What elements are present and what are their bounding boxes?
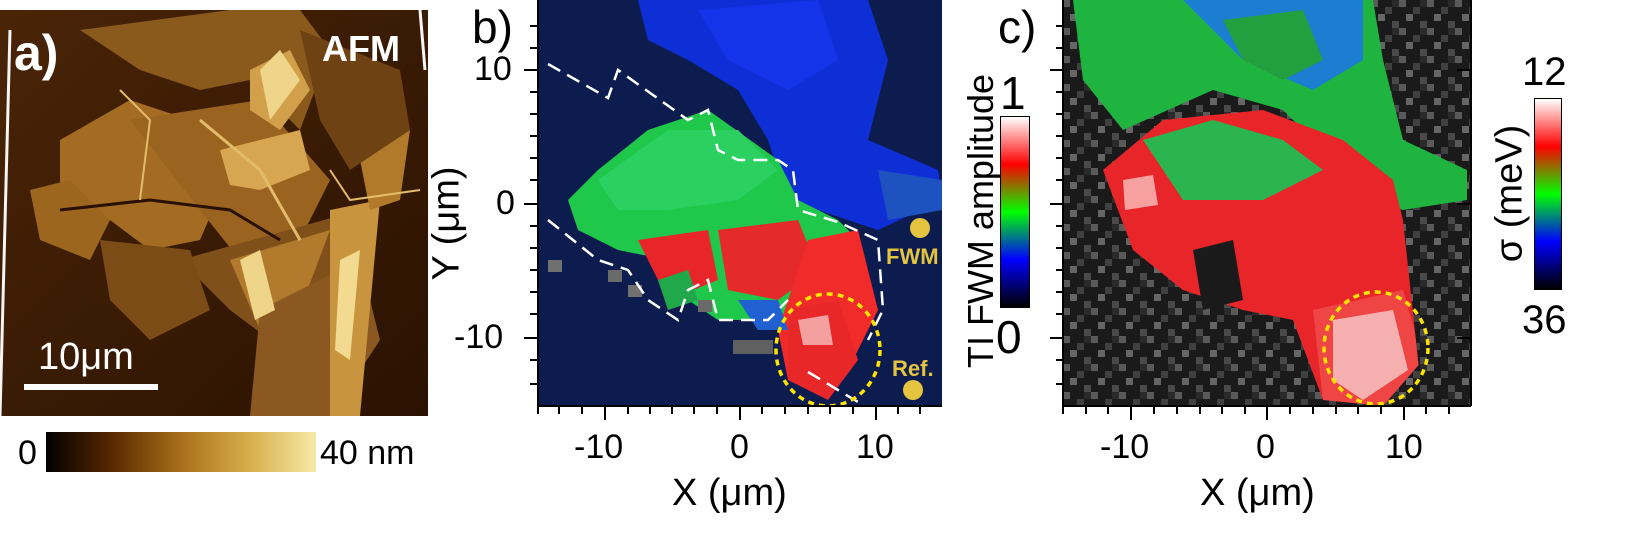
fwm-colorbar-max-label: 1 (1000, 67, 1026, 119)
panel-b-xtick: 10 (856, 428, 894, 466)
panel-c-label: c) (998, 1, 1037, 53)
panel-c-xtick: 0 (1256, 428, 1275, 466)
panel-c-xtick: 10 (1385, 428, 1423, 466)
afm-colorbar-max-label: 40 nm (320, 434, 415, 472)
scale-bar-label: 10μm (38, 336, 134, 378)
sigma-colorbar-title: σ (meV) (1488, 124, 1531, 263)
scale-bar (24, 384, 158, 390)
sigma-colorbar-top-label: 12 (1522, 50, 1567, 94)
panel-b-xtick: -10 (574, 428, 624, 466)
afm-colorbar (46, 432, 316, 472)
panel-b-ytick: 10 (474, 50, 512, 88)
panel-a-label: a) (14, 25, 59, 81)
sigma-colorbar (1534, 98, 1562, 290)
fwm-map-drawing (538, 0, 942, 406)
panel-b-xtick: 0 (730, 428, 749, 466)
afm-badge: AFM (322, 28, 400, 69)
sigma-map (1063, 0, 1471, 406)
panel-c-axes (1050, 0, 1472, 420)
fwm-colorbar-min-label: 0 (996, 311, 1022, 363)
sigma-colorbar-bottom-label: 36 (1522, 298, 1567, 342)
panel-b-label: b) (472, 1, 513, 53)
panel-c-xlabel: X (μm) (1200, 472, 1315, 514)
sigma-map-drawing (1063, 0, 1471, 406)
panel-b-ytick: -10 (454, 318, 504, 356)
panel-b-axes (524, 0, 942, 420)
panel-b-xlabel: X (μm) (672, 472, 787, 514)
afm-colorbar-min-label: 0 (18, 434, 37, 472)
panel-b-ylabel: Y (μm) (425, 166, 468, 281)
panel-b-ytick: 0 (496, 184, 515, 222)
ref-marker-label: Ref. (892, 356, 934, 381)
fwm-colorbar (1000, 116, 1030, 308)
afm-image: a) AFM 10μm (0, 10, 428, 416)
fwm-amplitude-map: FWM Ref. (538, 0, 942, 406)
afm-flakes-drawing (0, 10, 428, 416)
panel-c-xtick: -10 (1100, 428, 1150, 466)
fwm-marker-label: FWM (886, 244, 939, 269)
